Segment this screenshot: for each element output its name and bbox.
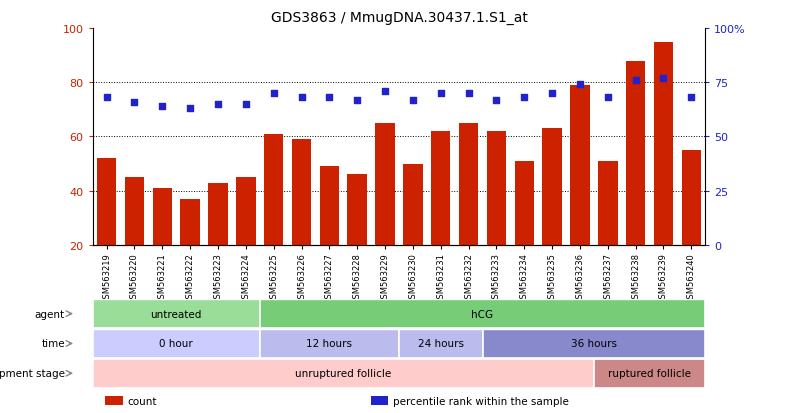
Bar [152,188,172,245]
Bar [264,134,284,245]
Point [239,101,252,108]
Bar [598,161,617,245]
Text: count: count [127,396,157,406]
Bar [125,178,144,245]
Text: 0 hour: 0 hour [160,339,193,349]
Bar [105,396,123,405]
Point [462,90,475,97]
Point [517,95,530,102]
Text: untreated: untreated [151,309,202,319]
Point [657,76,670,82]
Point [323,95,336,102]
Bar [260,329,399,358]
Point [295,95,308,102]
Text: percentile rank within the sample: percentile rank within the sample [393,396,569,406]
Text: hCG: hCG [472,309,493,319]
Bar [514,161,534,245]
Bar [594,359,705,388]
Text: ruptured follicle: ruptured follicle [608,368,691,378]
Text: time: time [41,339,64,349]
Text: agent: agent [35,309,64,319]
Bar [570,86,590,245]
Point [490,97,503,104]
Bar [487,132,506,245]
Bar [93,329,260,358]
Bar [320,167,339,245]
Point [434,90,447,97]
Bar [260,299,705,328]
Point [184,106,197,112]
Bar [626,62,646,245]
Text: development stage: development stage [0,368,64,378]
Bar [93,299,260,328]
Bar [208,183,228,245]
Bar [347,175,367,245]
Bar [97,159,116,245]
Bar [93,359,594,388]
Bar [542,129,562,245]
Point [128,99,141,106]
Bar [376,123,395,245]
Bar [459,123,478,245]
Point [351,97,364,104]
Text: unruptured follicle: unruptured follicle [295,368,392,378]
Point [574,82,587,88]
Text: 12 hours: 12 hours [306,339,352,349]
Text: 36 hours: 36 hours [571,339,617,349]
Bar [654,43,673,245]
Bar [181,199,200,245]
Bar [371,396,388,405]
Point [546,90,559,97]
Bar [236,178,256,245]
Point [156,104,168,110]
Point [685,95,698,102]
Bar [403,164,422,245]
Bar [431,132,451,245]
Point [268,90,280,97]
Point [211,101,224,108]
Point [100,95,113,102]
Text: 24 hours: 24 hours [418,339,463,349]
Bar [483,329,705,358]
Bar [399,329,483,358]
Bar [292,140,311,245]
Bar [682,151,701,245]
Point [406,97,419,104]
Point [379,88,392,95]
Title: GDS3863 / MmugDNA.30437.1.S1_at: GDS3863 / MmugDNA.30437.1.S1_at [271,11,527,25]
Point [629,78,642,84]
Point [601,95,614,102]
